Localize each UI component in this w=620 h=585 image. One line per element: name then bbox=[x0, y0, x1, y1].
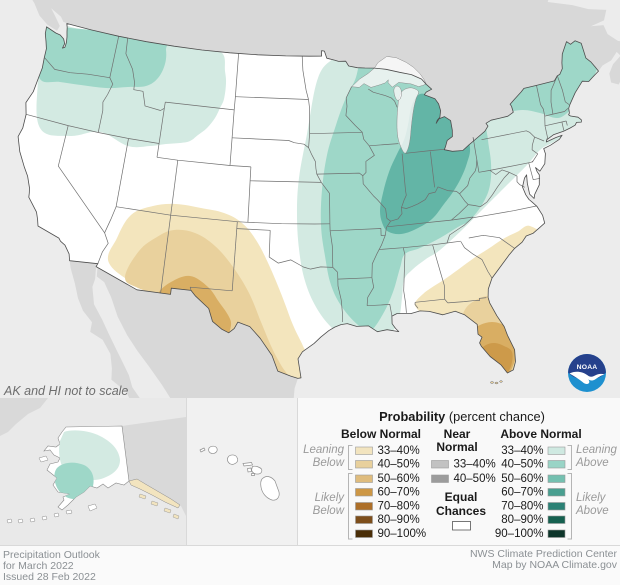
svg-text:60–70%: 60–70% bbox=[501, 487, 543, 499]
svg-text:Map by NOAA Climate.gov: Map by NOAA Climate.gov bbox=[492, 559, 618, 571]
svg-text:80–90%: 80–90% bbox=[501, 514, 543, 526]
svg-text:40–50%: 40–50% bbox=[454, 473, 496, 485]
svg-text:50–60%: 50–60% bbox=[378, 473, 420, 485]
svg-text:50–60%: 50–60% bbox=[501, 473, 543, 485]
svg-text:Below Normal: Below Normal bbox=[341, 427, 421, 441]
svg-text:80–90%: 80–90% bbox=[378, 514, 420, 526]
svg-text:for March 2022: for March 2022 bbox=[3, 560, 74, 572]
svg-text:Near: Near bbox=[444, 427, 471, 441]
svg-text:Equal: Equal bbox=[445, 490, 478, 504]
svg-text:Probability (percent chance): Probability (percent chance) bbox=[379, 409, 545, 424]
svg-text:Below: Below bbox=[313, 505, 345, 517]
svg-text:Below: Below bbox=[313, 457, 345, 469]
svg-text:60–70%: 60–70% bbox=[378, 487, 420, 499]
svg-text:33–40%: 33–40% bbox=[378, 445, 420, 457]
svg-text:Likely: Likely bbox=[315, 492, 346, 504]
svg-text:NWS Climate Prediction Center: NWS Climate Prediction Center bbox=[470, 548, 618, 560]
svg-text:Above: Above bbox=[575, 505, 609, 517]
svg-text:90–100%: 90–100% bbox=[495, 528, 544, 540]
svg-text:Chances: Chances bbox=[436, 504, 486, 518]
svg-text:Issued 28 Feb 2022: Issued 28 Feb 2022 bbox=[3, 571, 96, 583]
svg-text:40–50%: 40–50% bbox=[501, 459, 543, 471]
svg-text:33–40%: 33–40% bbox=[454, 459, 496, 471]
svg-text:Leaning: Leaning bbox=[576, 444, 618, 456]
svg-text:70–80%: 70–80% bbox=[378, 501, 420, 513]
svg-text:33–40%: 33–40% bbox=[501, 445, 543, 457]
svg-text:40–50%: 40–50% bbox=[378, 459, 420, 471]
svg-text:90–100%: 90–100% bbox=[378, 528, 427, 540]
svg-text:Likely: Likely bbox=[576, 492, 607, 504]
svg-text:Above Normal: Above Normal bbox=[500, 427, 581, 441]
svg-text:70–80%: 70–80% bbox=[501, 501, 543, 513]
svg-text:NOAA: NOAA bbox=[577, 364, 598, 371]
svg-text:Normal: Normal bbox=[436, 440, 477, 454]
svg-text:Precipitation Outlook: Precipitation Outlook bbox=[3, 549, 101, 561]
svg-text:Above: Above bbox=[575, 457, 609, 469]
svg-text:AK and HI not to scale: AK and HI not to scale bbox=[3, 384, 128, 398]
svg-text:Leaning: Leaning bbox=[303, 444, 345, 456]
